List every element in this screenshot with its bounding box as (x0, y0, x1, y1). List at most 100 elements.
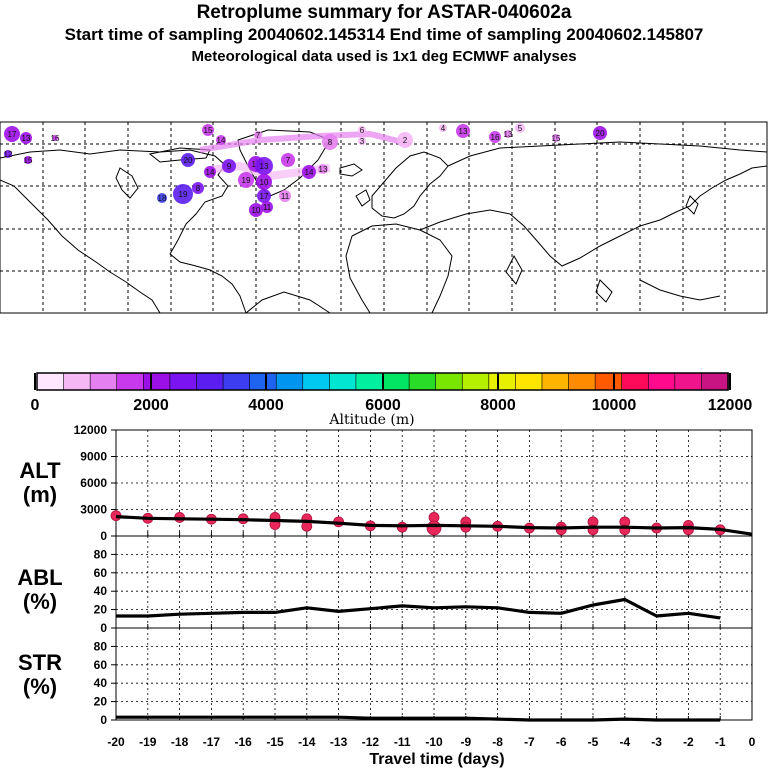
colorbar-swatch (36, 372, 65, 391)
plume-cluster (256, 174, 272, 190)
colorbar-swatch (435, 372, 464, 391)
world-map: 17 13 16 15 4 13 16 13 5 15 20 7 6 2 3 8 7 12 13 11 14 13 10 9 8… (0, 121, 768, 314)
meteo-note: Meteorological data used is 1x1 deg ECMW… (191, 48, 577, 65)
plume-cluster-label: 17 (260, 192, 269, 201)
str-panel-unit: (%) (23, 674, 57, 699)
x-tick-label: -5 (588, 735, 599, 749)
plume-cluster (204, 166, 216, 178)
plume-cluster-label: 8 (196, 184, 201, 193)
plume-cluster-label: 13 (319, 165, 328, 174)
plume-cluster-label: 18 (158, 194, 167, 203)
x-tick-label: -16 (235, 735, 253, 749)
plume-cluster (173, 184, 193, 204)
colorbar-swatch (355, 372, 384, 391)
x-tick-label: -1 (715, 735, 726, 749)
x-tick-label: -18 (171, 735, 189, 749)
colorbar-tick-label: 12000 (708, 397, 753, 414)
plume-cluster (318, 164, 328, 174)
plume-cluster-label: 20 (184, 156, 193, 165)
x-axis: -20 -19 -18 -17 -16 -15 -14 -13 -12 -11 -10 -9 -8 -7-… (107, 735, 755, 749)
str-ytick-label: 80 (94, 639, 108, 653)
alt-ytick-label: 0 (100, 529, 107, 543)
alt-ytick-label: 3000 (80, 503, 107, 517)
abl-ytick-label: 60 (94, 566, 108, 580)
plume-cluster (302, 165, 316, 179)
alt-ytick-label: 6000 (80, 476, 107, 490)
plume-cluster (202, 124, 214, 136)
colorbar-swatch (196, 372, 224, 391)
plume-cluster-label: 5 (518, 124, 523, 133)
plume-cluster (552, 134, 560, 142)
plume-cluster (20, 132, 32, 144)
plume-cluster-label: 6 (360, 126, 365, 135)
colorbar-tick-label: 10000 (592, 397, 637, 414)
abl-series-line (116, 597, 721, 620)
colorbar-swatch (275, 372, 304, 391)
plume-cluster-label: 16 (491, 133, 500, 142)
abl-ytick-label: 80 (94, 547, 108, 561)
x-tick-label: -15 (266, 735, 284, 749)
colorbar-swatch (515, 372, 543, 391)
plume-cluster (489, 131, 501, 143)
x-tick-label: -14 (298, 735, 316, 749)
colorbar-tick-label: 2000 (133, 397, 169, 414)
plume-cluster (254, 131, 262, 139)
plume-cluster-label: 14 (206, 168, 215, 177)
x-tick-label: -9 (460, 735, 471, 749)
x-tick-label: -2 (683, 735, 694, 749)
coastlines (0, 129, 768, 314)
plume-cluster (216, 135, 226, 145)
x-tick-label: -4 (619, 735, 630, 749)
plume-cluster (279, 190, 291, 202)
colorbar-swatch (541, 372, 570, 391)
plume-cluster-label: 7 (256, 131, 261, 140)
plume-cluster-label: 15 (204, 126, 213, 135)
plume-cluster-label: 13 (504, 130, 513, 139)
plume-cluster-label: 8 (328, 138, 333, 147)
plume-cluster (281, 153, 295, 167)
colorbar-tick-label: 0 (31, 397, 40, 414)
colorbar-swatch (249, 372, 277, 391)
str-panel: 80 60 40 20 0 (94, 627, 753, 727)
plume-cluster (24, 156, 32, 164)
plume-cluster (322, 134, 338, 150)
plume-trail (199, 130, 411, 153)
plume-cluster-label: 14 (305, 168, 314, 177)
chart-title: Retroplume summary for ASTAR-040602a (196, 2, 572, 23)
alt-series-line (115, 515, 753, 536)
plume-cluster-label: 13 (22, 134, 31, 143)
alt-panel-name: ALT (19, 458, 61, 483)
x-tick-label: -19 (139, 735, 157, 749)
plume-cluster (52, 135, 58, 141)
abl-panel-unit: (%) (23, 589, 57, 614)
plume-cluster-label: 15 (24, 156, 33, 165)
str-ytick-label: 40 (94, 676, 108, 690)
altitude-colorbar: 0 2000 4000 6000 8000 10000 12000 (31, 372, 753, 414)
alt-panel: 12000 9000 6000 3000 0 (74, 423, 753, 543)
colorbar-swatch (461, 372, 490, 391)
abl-panel: 80 60 40 20 0 (94, 535, 753, 635)
map-graticule (0, 122, 767, 313)
plume-cluster-label: 2 (403, 136, 408, 145)
plume-cluster-label: 19 (179, 190, 188, 199)
colorbar-swatch (594, 372, 623, 391)
str-panel-name: STR (18, 650, 62, 675)
x-tick-label: -6 (556, 735, 567, 749)
plume-cluster-label: 17 (8, 130, 17, 139)
colorbar-swatch (408, 372, 437, 391)
x-tick-label: -8 (492, 735, 503, 749)
str-ytick-label: 0 (100, 713, 107, 727)
plume-cluster (261, 201, 273, 213)
plume-cluster-label: 10 (260, 178, 269, 187)
colorbar-swatch (621, 372, 650, 391)
time-series-panels: 120009000600030000806040200806040200-20-… (74, 423, 756, 749)
plume-cluster-label: 20 (596, 129, 605, 138)
plume-cluster-label: 9 (227, 162, 232, 171)
colorbar-swatch (222, 372, 251, 391)
x-tick-label: -13 (330, 735, 348, 749)
plume-cluster (222, 159, 236, 173)
colorbar-tick-label: 6000 (365, 397, 401, 414)
plume-cluster (257, 189, 271, 203)
plume-cluster (358, 137, 366, 145)
